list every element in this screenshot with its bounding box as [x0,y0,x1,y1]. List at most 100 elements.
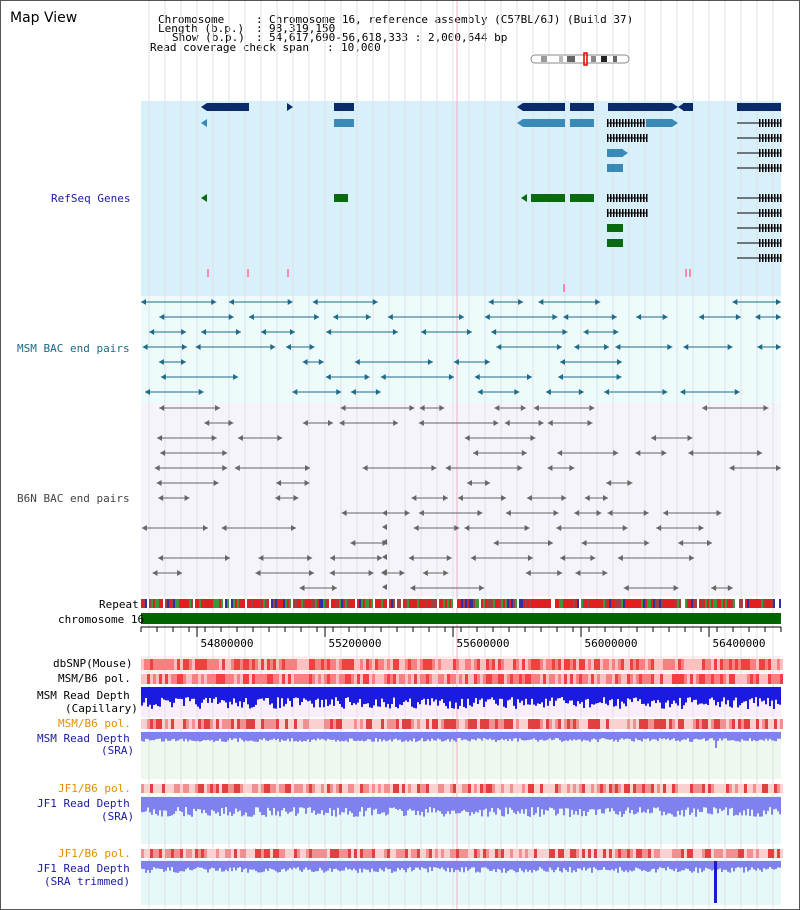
depth-bar [647,732,649,739]
repeat-element [531,599,533,608]
depth-bar [329,861,331,869]
pol-cell [654,674,657,684]
msm-bac-track[interactable] [141,299,781,395]
pol-cell [204,659,207,670]
pol-cell [660,784,663,793]
depth-bar [517,732,519,742]
depth-bar [147,797,149,808]
repeat-element [627,599,629,608]
repeat-element [453,599,455,608]
pol-cell [393,719,396,729]
pol-cell [324,719,327,729]
pol-cell [234,674,237,684]
depth-bar [475,861,477,873]
gene-exon [762,149,764,157]
b6n-bac-pair-end [673,585,679,591]
depth-bar [705,797,707,808]
repeat-element [311,599,313,608]
pol-cell [765,784,768,793]
pol-cell [477,849,480,858]
repeat-element [505,599,507,608]
depth-bar [287,687,289,699]
depth-bar [341,687,343,708]
pol-cell [321,849,324,858]
msm-bac-pair-end [364,374,370,380]
pol-cell [186,719,189,729]
repeat-element [585,599,587,608]
depth-bar [541,797,543,810]
pol-cell [249,659,252,670]
pol-cell [261,659,264,670]
depth-bar [735,797,737,815]
pol-cell [504,719,507,729]
pol-cell [741,784,744,793]
refseq-genes-track[interactable] [201,103,782,292]
pol-cell [417,784,420,793]
pol-cell [324,784,327,793]
depth-bar [427,797,429,813]
repeat-element [601,599,603,608]
depth-bar [649,732,651,741]
msm-bac-pair-end [260,329,266,335]
repeat-element [227,599,229,608]
repeat-element [717,599,719,608]
repeat-element [329,599,331,608]
depth-bar [153,861,155,868]
pol-cell [384,784,387,793]
msm-read-depth-cap-label: MSM Read Depth [37,689,130,702]
depth-bar [577,861,579,869]
repeat-element [303,599,305,608]
depth-bar [511,732,513,742]
b6n-bac-track[interactable] [141,405,781,591]
depth-bar [733,732,735,741]
chromosome-ideogram[interactable] [530,52,630,66]
pol-cell [381,784,384,793]
depth-bar [585,732,587,741]
pol-cell [702,784,705,793]
depth-bar [707,797,709,814]
depth-bar [509,797,511,808]
depth-bar [745,732,747,741]
depth-bar [377,732,379,742]
pol-cell [444,674,447,684]
depth-bar [355,861,357,871]
pol-cell [156,719,159,729]
depth-bar [517,687,519,700]
pol-cell [777,719,780,729]
depth-bar [467,687,469,699]
pol-cell [486,784,489,793]
depth-bar [417,861,419,868]
depth-bar [769,797,771,808]
pol-cell [186,849,189,858]
depth-bar [425,797,427,810]
depth-bar [511,861,513,870]
pol-cell [720,719,723,729]
repeat-element [157,599,159,608]
msm-bac-pair-end [333,314,339,320]
repeat-element [477,599,479,608]
repeat-element [507,599,509,608]
pol-cell [165,849,168,858]
pol-cell [522,719,525,729]
axis-tick-label: 56400000 [713,637,766,650]
pol-cell [243,674,246,684]
jf1-b6-pol-label-2: JF1/B6 pol. [58,847,131,860]
pol-cell [672,849,675,858]
msm-bac-pair-end [734,389,740,395]
gene-exon [774,149,776,157]
pol-cell [312,674,315,684]
repeat-element [321,599,323,608]
depth-bar [477,797,479,813]
pol-cell [432,719,435,729]
depth-bar [575,732,577,741]
repeat-element [573,599,575,608]
depth-bar [383,797,385,813]
repeat-element [437,599,439,608]
depth-bar [439,687,441,701]
depth-bar [617,797,619,815]
depth-bar [703,687,705,705]
gene-exon [640,194,642,202]
pol-cell [597,849,600,858]
gene-exon [777,254,779,262]
